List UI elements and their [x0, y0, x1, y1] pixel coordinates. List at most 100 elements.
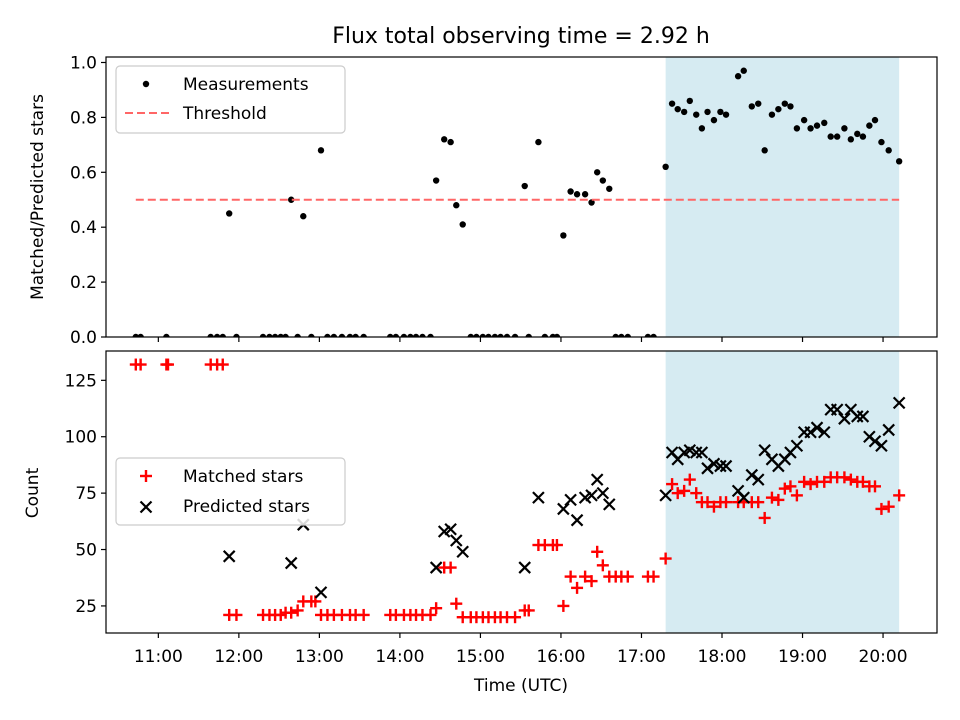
- predicted-stars-point: [804, 425, 817, 439]
- measurement-point: [294, 333, 301, 337]
- matched-stars-point: [671, 487, 684, 500]
- predicted-stars-point: [790, 439, 804, 453]
- predicted-stars-point-b: [707, 457, 721, 471]
- measurement-point: [453, 202, 460, 209]
- measurement-point: [440, 136, 448, 143]
- measurement-point: [800, 116, 808, 124]
- measurement-point: [525, 333, 532, 337]
- matched-stars-point: [838, 471, 851, 484]
- x-tick-label: 20:00: [859, 647, 908, 667]
- x-tick-label: 15:00: [456, 647, 505, 667]
- matched-stars-point: [591, 545, 604, 558]
- x-tick-label: 11:00: [134, 647, 183, 667]
- measurement-point: [612, 333, 619, 337]
- measurement-point: [330, 333, 338, 337]
- predicted-stars-point-b: [758, 443, 771, 457]
- measurement-point: [618, 333, 625, 337]
- measurement-point: [827, 133, 834, 140]
- measurement-point: [387, 333, 394, 337]
- predicted-stars-point: [585, 489, 598, 502]
- matched-stars-point: [230, 608, 243, 621]
- predicted-stars-point-b: [856, 410, 870, 423]
- predicted-stars-point-b: [714, 459, 727, 473]
- measurement-point: [859, 133, 867, 140]
- predicted-stars-point-b: [570, 513, 584, 527]
- predicted-stars-point-b: [731, 484, 745, 498]
- top-legend-box: [115, 65, 346, 134]
- predicted-stars-point-b: [284, 556, 298, 570]
- measurement-point: [233, 333, 240, 337]
- measurement-point: [132, 333, 139, 337]
- measurement-point: [841, 125, 848, 132]
- predicted-stars-point: [810, 421, 824, 434]
- matched-stars-point: [701, 496, 714, 509]
- predicted-stars-point: [518, 561, 531, 574]
- predicted-stars-point-b: [314, 586, 328, 599]
- predicted-stars-point: [817, 425, 831, 439]
- matched-stars-point: [818, 475, 831, 488]
- matched-stars-point: [424, 608, 437, 621]
- measurement-point: [606, 185, 613, 192]
- legend-predicted-label: Predicted stars: [183, 497, 310, 517]
- measurement-point: [878, 138, 885, 146]
- predicted-stars-point-b: [689, 446, 703, 459]
- bottom-y-tick-label: 75: [75, 484, 97, 504]
- legend-threshold-label: Threshold: [182, 104, 267, 124]
- legend-matched-label: Matched stars: [183, 467, 303, 487]
- bottom-y-tick-label: 50: [75, 541, 97, 561]
- measurement-point: [535, 138, 542, 146]
- matched-stars-point: [571, 581, 584, 594]
- measurement-point: [704, 108, 711, 116]
- measurement-point: [219, 333, 226, 337]
- measurement-point: [392, 333, 400, 337]
- measurement-point: [282, 333, 289, 337]
- figure-title: Flux total observing time = 2.92 h: [332, 24, 710, 49]
- predicted-stars-point-b: [456, 545, 469, 559]
- predicted-stars-point: [751, 473, 765, 486]
- bottom-legend-box: [115, 457, 346, 526]
- measurement-point: [722, 111, 730, 118]
- measurement-point: [467, 333, 474, 337]
- measurement-point: [447, 138, 454, 146]
- matched-stars-point: [430, 602, 443, 615]
- measurement-point: [674, 105, 681, 113]
- predicted-stars-point: [444, 522, 457, 536]
- measurement-point: [324, 333, 331, 337]
- matched-stars-point: [707, 500, 720, 513]
- measurement-point: [624, 333, 631, 337]
- measurement-point: [593, 169, 601, 176]
- measurement-point: [710, 116, 718, 124]
- x-tick-label: 17:00: [617, 647, 666, 667]
- measurement-point: [740, 67, 747, 74]
- measurement-point: [560, 232, 567, 239]
- predicted-stars-point: [659, 489, 672, 502]
- predicted-stars-point: [456, 545, 469, 559]
- matched-stars-point: [856, 475, 869, 488]
- measurement-point: [581, 191, 589, 198]
- predicted-stars-point: [868, 434, 882, 448]
- predicted-stars-point-b: [838, 412, 851, 425]
- matched-stars-point: [550, 539, 563, 552]
- predicted-stars-point-b: [701, 462, 714, 475]
- predicted-stars-point-b: [665, 446, 679, 459]
- measurement-point: [644, 333, 652, 337]
- predicted-stars-point-b: [695, 446, 709, 459]
- measurement-point: [833, 133, 841, 140]
- x-tick-label: 12:00: [214, 647, 263, 667]
- measurement-point: [271, 333, 279, 337]
- measurement-point: [266, 333, 273, 337]
- predicted-stars-point-b: [590, 473, 604, 486]
- predicted-stars-point-b: [602, 498, 616, 511]
- predicted-stars-point: [284, 556, 298, 570]
- x-tick-label: 14:00: [375, 647, 424, 667]
- measurement-point: [847, 136, 855, 143]
- measurement-point: [491, 333, 499, 337]
- measurement-point: [163, 333, 170, 337]
- predicted-stars-point: [737, 491, 751, 504]
- predicted-stars-point: [222, 550, 236, 563]
- predicted-stars-point-b: [868, 434, 882, 448]
- predicted-stars-point-b: [222, 550, 236, 563]
- top-panel: 0.0 0.2 0.4 0.6 0.8 1.0 Measurements Threshold: [70, 53, 938, 348]
- predicted-stars-point-b: [596, 486, 610, 500]
